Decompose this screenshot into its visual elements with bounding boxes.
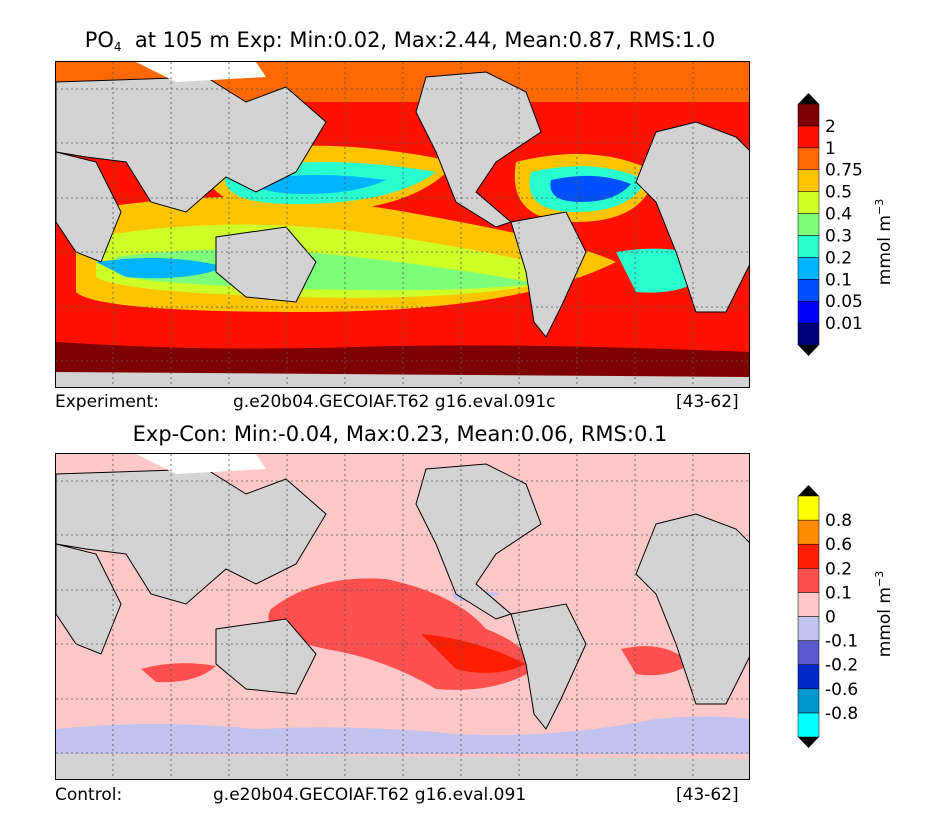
colorbar-swatch (797, 568, 820, 593)
colorbar-swatch (797, 322, 820, 346)
sea-ice (136, 454, 266, 474)
colorbar-tick-label: -0.8 (825, 704, 858, 724)
experiment-title: PO4 at 105 m Exp: Min:0.02, Max:2.44, Me… (0, 28, 800, 54)
colorbar-extend-max (798, 485, 819, 496)
map-gridlines (56, 62, 749, 387)
colorbar-extend-min (798, 737, 819, 748)
colorbar-extend-max (798, 93, 819, 104)
colorbar-swatch (797, 235, 820, 258)
colorbar-swatch (797, 495, 820, 521)
colorbar-tick-label: 0.2 (825, 248, 852, 268)
colorbar-swatch (797, 191, 820, 214)
colorbar-tick-label: 0.4 (825, 205, 852, 225)
land (56, 463, 749, 730)
colorbar-swatch (797, 147, 820, 170)
difference-colorbar-label: mmol m−3 (873, 571, 895, 657)
control-footer-years: [43-62] (676, 785, 739, 805)
experiment-map-svg (56, 62, 749, 387)
land-south-america (510, 603, 587, 730)
control-footer-case: g.e20b04.GECOIAF.T62 g16.eval.091 (213, 785, 527, 805)
experiment-footer-label: Experiment: (55, 392, 159, 412)
colorbar-swatch (797, 640, 820, 665)
colorbar-swatch (797, 664, 820, 690)
land-australia (215, 226, 317, 303)
colorbar-tick-label: 0.1 (825, 270, 852, 290)
colorbar-tick-label: 0.75 (825, 161, 863, 181)
colorbar-tick-label: 0.8 (825, 511, 852, 531)
land-africa-east (56, 543, 122, 655)
colorbar-tick-label: -0.6 (825, 680, 858, 700)
colorbar-tick-label: 0.3 (825, 226, 852, 246)
colorbar-tick-label: 1 (825, 139, 836, 159)
difference-map-svg (56, 454, 749, 779)
colorbar-swatch (797, 213, 820, 236)
anomaly-0.1-indian (141, 663, 216, 683)
anomaly-0.1-atlantic (621, 646, 691, 676)
colorbar-swatch (797, 300, 820, 324)
colorbar-swatch (797, 103, 820, 127)
sea-ice (136, 62, 266, 82)
difference-title: Exp-Con: Min:-0.04, Max:0.23, Mean:0.06,… (132, 422, 668, 446)
colorbar-swatch (797, 169, 820, 192)
land-eurasia (56, 468, 327, 605)
colorbar-swatch (797, 543, 820, 569)
title-rest: at 105 m Exp: Min:0.02, Max:2.44, Mean:0… (134, 28, 716, 52)
colorbar-tick-label: 0.5 (825, 183, 852, 203)
colorbar-tick-label: 0.2 (825, 559, 852, 579)
colorbar-tick-label: -0.2 (825, 656, 858, 676)
colorbar-swatch (797, 688, 820, 714)
land-australia (215, 618, 317, 695)
experiment-colorbar-swatches (797, 93, 820, 356)
experiment-footer-case: g.e20b04.GECOIAF.T62 g16.eval.091c (233, 392, 556, 412)
colorbar-tick-label: 0.6 (825, 535, 852, 555)
colorbar-tick-label: 0.05 (825, 292, 863, 312)
difference-colorbar-ticks: -0.8 -0.6 -0.2 -0.1 0 0.1 0.2 0.6 0.8 (825, 511, 858, 724)
colorbar-swatch (797, 592, 820, 617)
difference-colorbar-swatches (797, 485, 820, 748)
colorbar-extend-min (798, 345, 819, 356)
land (56, 71, 749, 338)
colorbar-tick-label: -0.1 (825, 632, 858, 652)
colorbar-tick-label: 2 (825, 117, 836, 137)
experiment-map (55, 61, 750, 388)
experiment-colorbar-label: mmol m−3 (873, 199, 895, 285)
npac-band-0.2 (251, 175, 386, 194)
title-prefix: PO (84, 28, 114, 52)
colorbar-tick-label: 0.1 (825, 583, 852, 603)
land-africa-east (56, 151, 122, 263)
colorbar-swatch (797, 279, 820, 302)
colorbar-swatch (797, 712, 820, 738)
land-eurasia (56, 76, 327, 213)
colorbar-swatch (797, 257, 820, 280)
sio-band-0.2 (96, 258, 226, 279)
colorbar-swatch (797, 125, 820, 149)
land-africa (635, 121, 749, 313)
colorbar-tick-label: 0.01 (825, 314, 863, 334)
difference-colorbar: -0.8 -0.6 -0.2 -0.1 0 0.1 0.2 0.6 0.8 mmol m−3 (797, 485, 895, 748)
land-africa (635, 513, 749, 705)
title-subscript: 4 (113, 40, 122, 54)
natl-band-0.1 (550, 175, 631, 202)
colorbar-swatch (797, 616, 820, 641)
difference-map (55, 453, 750, 780)
map-gridlines (56, 454, 749, 779)
experiment-footer-years: [43-62] (676, 392, 739, 412)
control-footer-label: Control: (55, 785, 123, 805)
colorbar-tick-label: 0 (825, 608, 836, 628)
colorbar-swatch (797, 519, 820, 545)
land-south-america (510, 211, 587, 338)
